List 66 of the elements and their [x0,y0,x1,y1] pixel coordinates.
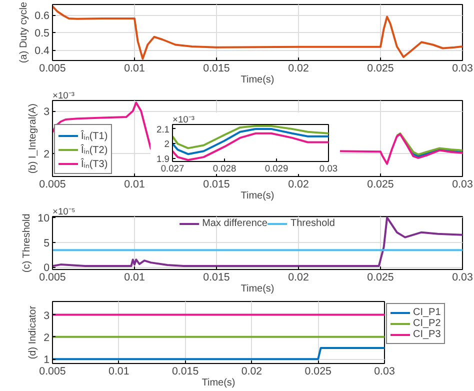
x-tick-label: 0.015 [203,272,230,284]
text: ×10⁻³ [52,90,74,100]
x-tick-label: 0.015 [172,366,199,378]
x-tick-label: 0.028 [212,164,236,174]
x-tick-label: 0.01 [124,62,145,74]
y-axis-title: (c) Threshold [22,214,33,272]
y-tick-label: 3 [44,310,50,322]
y-tick-label: 10 [38,212,50,224]
x-axis-title: Time(s) [240,74,274,86]
legend-label: CI_P3 [413,329,441,340]
annotation: ×10⁻³ [172,114,194,124]
x-tick-label: 0.015 [203,178,230,190]
x-tick-label: 0.029 [264,164,288,174]
x-tick-label: 0.015 [203,62,230,74]
legend-label: Max difference [202,218,268,229]
x-tick-label: 0.025 [304,366,332,378]
y-tick-label: 0.6 [34,10,50,22]
legend-label: Îᵢₙ(T1) [81,129,108,142]
x-tick-label: 0.02 [288,272,309,284]
x-tick-label: 0.025 [367,178,394,190]
x-tick-label: 0.01 [124,272,145,284]
legend-label: Threshold [290,218,335,229]
x-tick-label: 0.02 [241,366,262,378]
x-tick-label: 0.03 [452,62,473,74]
line-series [396,132,462,156]
x-tick-label: 0.02 [288,178,309,190]
x-tick-label: 0.03 [319,164,338,174]
annotation: ×10⁻⁵ [52,206,76,216]
y-tick-label: 1.9 [156,154,170,164]
x-tick-label: 0.005 [39,366,66,378]
y-tick-label: 2 [44,148,50,160]
y-axis-title: (a) Duty cycle [18,2,30,64]
y-tick-label: 2.1 [156,124,170,134]
x-tick-label: 0.01 [108,366,130,378]
line-series [172,128,328,156]
x-axis-title: Time(s) [240,190,274,202]
y-tick-label: 0 [44,262,50,274]
line-series [52,216,462,268]
x-tick-label: 0.005 [39,272,66,284]
y-tick-label: 2 [164,139,170,150]
y-tick-label: 0.5 [34,28,50,40]
x-tick-label: 0.03 [452,178,473,190]
legend-label: CI_P1 [413,307,441,318]
x-tick-label: 0.02 [288,62,309,74]
x-tick-label: 0.005 [39,62,66,74]
x-tick-label: 0.03 [452,272,473,284]
x-tick-label: 0.005 [39,178,66,190]
legend-label: CI_P2 [413,318,441,329]
y-tick-label: 2 [44,332,50,344]
y-tick-label: 5 [44,237,50,250]
y-axis-title: (b) I_Integral(A) [28,103,39,174]
x-tick-label: 0.01 [124,178,145,190]
x-tick-label: 0.025 [367,272,394,284]
x-tick-label: 0.025 [367,62,394,74]
y-axis-title: (d) Indicator [28,305,39,360]
y-tick-label: 3 [44,106,50,118]
line-series [172,124,328,150]
x-tick-label: 0.03 [374,366,395,378]
y-tick-label: 0.4 [34,45,50,57]
y-tick-label: 1 [44,354,50,366]
x-tick-label: 0.027 [160,164,184,174]
legend-label: Îᵢₙ(T2) [81,143,108,156]
x-axis-title: Time(s) [202,378,236,388]
line-series [52,5,462,60]
legend-label: Îᵢₙ(T3) [81,157,108,170]
x-axis-title: Time(s) [240,284,274,294]
